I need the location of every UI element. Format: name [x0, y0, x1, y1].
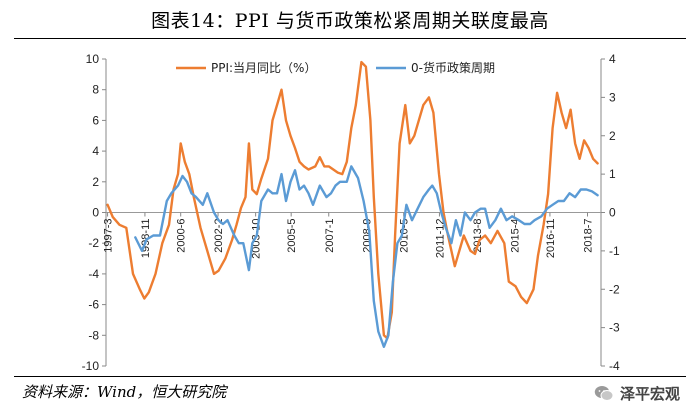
right-tick-label: 0 [609, 206, 616, 220]
right-axis-ticks: -4 -3 -2 -1 0 1 2 3 4 [601, 52, 620, 372]
series-lines [106, 60, 599, 348]
left-tick-label: 0 [92, 206, 99, 220]
left-tick-label: 10 [86, 52, 100, 66]
left-tick-label: -6 [88, 298, 99, 312]
legend-label-1: PPI:当月同比（%） [211, 61, 316, 75]
right-tick-label: -2 [609, 282, 620, 296]
x-tick-label: 2003-10 [251, 219, 263, 259]
source-note: 资料来源：Wind，恒大研究院 [22, 383, 227, 401]
left-tick-label: -2 [88, 236, 99, 250]
footer-rule [14, 376, 686, 377]
x-tick-label: 1997-3 [103, 219, 115, 253]
right-tick-label: 1 [609, 167, 616, 181]
wechat-icon [594, 386, 614, 401]
legend-label-2: 0-货币政策周期 [411, 60, 495, 75]
right-tick-label: 4 [609, 52, 616, 66]
x-axis-ticks: 1997-3 1998-11 2000-6 2002-2 2003-10 2005-5 20… [103, 212, 595, 259]
page-title: 图表14：PPI 与货币政策松紧周期关联度最高 [151, 10, 549, 32]
right-tick-label: -4 [609, 359, 620, 372]
right-tick-label: 2 [609, 129, 616, 143]
x-tick-label: 2018-7 [583, 219, 595, 253]
x-tick-label: 2005-5 [286, 219, 298, 253]
x-tick-label: 2013-8 [472, 219, 484, 253]
series-line-1 [106, 60, 599, 340]
left-tick-label: 8 [92, 83, 99, 97]
title-rule [14, 38, 686, 39]
left-tick-label: -10 [82, 359, 100, 372]
x-tick-label: 2016-11 [545, 219, 557, 259]
brand-name: 泽平宏观 [619, 385, 680, 403]
right-tick-label: -1 [609, 244, 620, 258]
left-axis-ticks: -10 -8 -6 -4 -2 0 2 4 6 8 10 [82, 52, 106, 372]
left-tick-label: 4 [92, 144, 99, 158]
brand-watermark: 泽平宏观 [594, 383, 680, 404]
x-tick-label: 2010-5 [399, 219, 411, 253]
legend: PPI:当月同比（%） 0-货币政策周期 [176, 60, 495, 75]
right-tick-label: -3 [609, 321, 620, 335]
left-tick-label: -4 [88, 267, 99, 281]
left-tick-label: 6 [92, 113, 99, 127]
x-tick-label: 2002-2 [213, 218, 225, 252]
series-line-2 [134, 165, 599, 348]
x-tick-label: 2007-1 [324, 219, 336, 253]
x-tick-label: 2015-4 [509, 219, 521, 253]
left-tick-label: 2 [92, 175, 99, 189]
right-tick-label: 3 [609, 90, 616, 104]
x-tick-label: 2011-12 [434, 219, 446, 259]
x-tick-label: 2000-6 [176, 219, 188, 253]
left-tick-label: -8 [88, 328, 99, 342]
